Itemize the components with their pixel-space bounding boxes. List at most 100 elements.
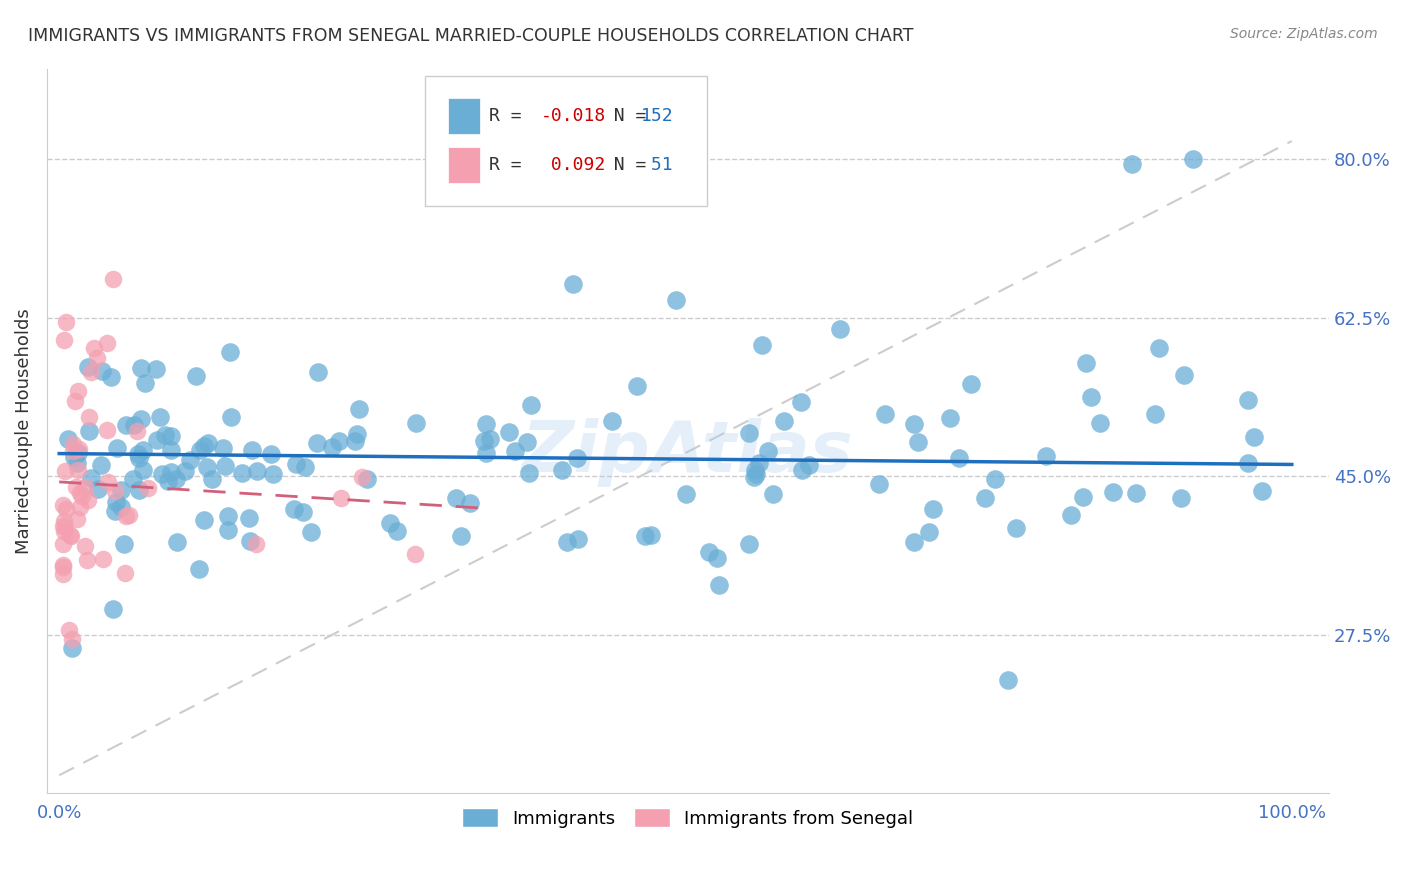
Point (1182, 152, 1205, 166)
Point (561, 277, 583, 291)
Point (475, 417, 498, 431)
Point (62, 444, 84, 458)
Point (66, 512, 89, 526)
Point (58, 432, 80, 446)
Point (53, 464, 76, 478)
Point (83, 341, 105, 355)
Point (745, 467, 768, 482)
Point (792, 463, 814, 477)
Point (475, 446, 498, 460)
Point (70, 489, 93, 503)
Point (58, 624, 80, 638)
Point (52, 519, 75, 533)
Point (86, 483, 108, 497)
Point (356, 472, 378, 486)
Point (96, 335, 118, 350)
Point (91, 552, 114, 566)
Text: IMMIGRANTS VS IMMIGRANTS FROM SENEGAL MARRIED-COUPLE HOUSEHOLDS CORRELATION CHAR: IMMIGRANTS VS IMMIGRANTS FROM SENEGAL MA… (28, 27, 914, 45)
Point (65, 480, 87, 494)
Point (80, 365, 103, 379)
Text: N =: N = (592, 156, 657, 174)
Point (124, 418, 146, 433)
Point (907, 434, 929, 449)
Text: 0.092: 0.092 (540, 156, 606, 174)
Point (1080, 390, 1102, 404)
Point (73, 480, 96, 494)
Point (86, 351, 108, 366)
Point (76, 493, 98, 508)
Point (76, 553, 98, 567)
Point (101, 272, 124, 286)
Point (1143, 408, 1166, 422)
Point (299, 524, 322, 539)
Point (828, 321, 851, 335)
Point (444, 491, 467, 506)
Point (55, 315, 77, 329)
Point (114, 418, 136, 433)
Point (132, 462, 155, 476)
Point (405, 417, 427, 431)
Point (285, 457, 308, 471)
Point (756, 444, 779, 458)
Point (188, 442, 211, 457)
Point (52, 559, 75, 574)
Point (404, 547, 426, 561)
Point (697, 545, 720, 559)
Point (104, 494, 127, 508)
Point (69, 486, 91, 500)
Point (219, 409, 242, 424)
FancyBboxPatch shape (449, 97, 481, 134)
Point (127, 447, 149, 461)
Point (217, 508, 239, 523)
Point (197, 436, 219, 450)
Point (347, 401, 370, 416)
Point (675, 487, 697, 501)
Point (66, 463, 89, 477)
Point (62, 450, 84, 464)
Point (472, 434, 495, 448)
Point (90, 364, 112, 378)
Point (231, 466, 253, 480)
Point (125, 425, 148, 439)
Point (150, 467, 173, 482)
Point (66, 456, 89, 470)
Point (1250, 483, 1272, 498)
Point (62, 436, 84, 450)
Point (903, 417, 925, 431)
Point (114, 566, 136, 581)
Point (626, 379, 648, 393)
Point (1147, 342, 1170, 356)
Point (60, 632, 83, 647)
Point (762, 487, 785, 501)
Point (53, 514, 76, 528)
Point (519, 398, 541, 412)
Point (53, 524, 76, 539)
Point (110, 483, 132, 498)
Point (751, 338, 773, 352)
Point (146, 433, 169, 447)
Point (131, 443, 153, 458)
Point (329, 491, 352, 506)
Point (498, 425, 520, 440)
Point (1121, 156, 1143, 170)
Text: -0.018: -0.018 (540, 107, 606, 125)
Point (131, 361, 153, 376)
Point (997, 673, 1019, 687)
Point (1125, 486, 1147, 500)
Text: ZipAtlas: ZipAtlas (522, 418, 853, 487)
Point (478, 432, 501, 446)
Y-axis label: Married-couple Households: Married-couple Households (15, 308, 32, 554)
Point (567, 450, 589, 465)
Point (160, 442, 183, 457)
Text: R =: R = (489, 107, 533, 125)
Point (212, 441, 235, 455)
Point (567, 532, 589, 546)
Point (52, 558, 75, 573)
Point (1170, 491, 1192, 505)
Point (1035, 450, 1057, 464)
Point (903, 534, 925, 549)
Point (160, 465, 183, 479)
Point (738, 426, 761, 441)
Point (450, 529, 472, 543)
Point (193, 513, 215, 527)
